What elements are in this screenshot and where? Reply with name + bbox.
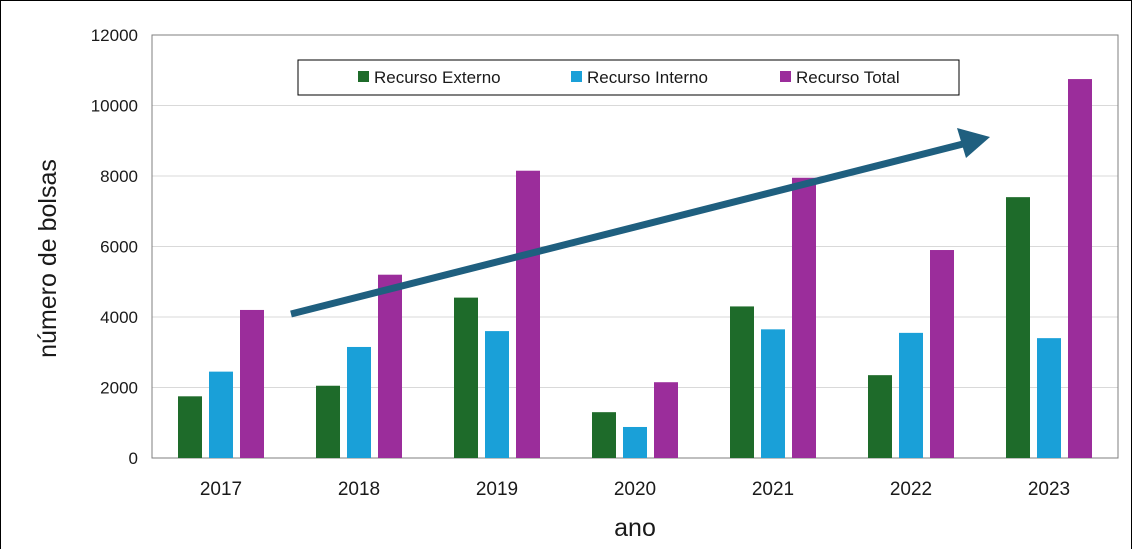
legend-swatch bbox=[780, 71, 791, 82]
bar bbox=[930, 250, 954, 458]
y-tick-label: 8000 bbox=[100, 167, 138, 186]
bars bbox=[178, 79, 1092, 458]
trend-arrow bbox=[290, 128, 990, 318]
y-tick-label: 6000 bbox=[100, 238, 138, 257]
bar bbox=[761, 329, 785, 458]
x-tick-label: 2017 bbox=[200, 479, 242, 500]
trend-arrow-head bbox=[957, 128, 990, 158]
bar bbox=[485, 331, 509, 458]
legend-swatch bbox=[571, 71, 582, 82]
x-tick-label: 2019 bbox=[476, 479, 518, 500]
bar bbox=[378, 274, 402, 458]
x-axis-ticks: 2017 2018 2019 2020 2021 2022 2023 bbox=[200, 479, 1070, 500]
legend-label: Recurso Interno bbox=[587, 68, 708, 87]
bar bbox=[209, 371, 233, 458]
bar bbox=[1006, 197, 1030, 458]
y-tick-label: 2000 bbox=[100, 379, 138, 398]
bar bbox=[899, 332, 923, 458]
x-tick-label: 2018 bbox=[338, 479, 380, 500]
x-tick-label: 2020 bbox=[614, 479, 656, 500]
bar bbox=[347, 346, 371, 458]
bar bbox=[654, 382, 678, 458]
x-tick-label: 2022 bbox=[890, 479, 932, 500]
y-axis-title: número de bolsas bbox=[34, 159, 62, 358]
bar bbox=[178, 396, 202, 458]
bar bbox=[240, 309, 264, 458]
x-tick-label: 2021 bbox=[752, 479, 794, 500]
y-tick-label: 0 bbox=[129, 449, 138, 468]
gridlines bbox=[152, 105, 1118, 388]
legend-box bbox=[297, 59, 960, 96]
trend-arrow-shaft bbox=[290, 140, 964, 318]
x-tick-label: 2023 bbox=[1028, 479, 1070, 500]
y-tick-label: 4000 bbox=[100, 308, 138, 327]
legend-label: Recurso Total bbox=[796, 68, 900, 87]
bar bbox=[592, 412, 616, 458]
bar bbox=[516, 170, 540, 458]
legend: Recurso Externo Recurso Interno Recurso To… bbox=[297, 59, 960, 96]
bar bbox=[868, 375, 892, 458]
y-tick-label: 10000 bbox=[91, 97, 138, 116]
bar bbox=[792, 177, 816, 458]
bar bbox=[454, 297, 478, 458]
x-axis-title: ano bbox=[614, 514, 656, 542]
legend-label: Recurso Externo bbox=[374, 68, 501, 87]
legend-swatch bbox=[358, 71, 369, 82]
y-tick-label: 12000 bbox=[91, 26, 138, 45]
bar bbox=[316, 385, 340, 458]
bar bbox=[1068, 79, 1092, 458]
bar bbox=[623, 426, 647, 458]
bar bbox=[730, 306, 754, 458]
y-axis-ticks: 0 2000 4000 6000 8000 10000 12000 bbox=[91, 26, 138, 468]
bar bbox=[1037, 338, 1061, 458]
